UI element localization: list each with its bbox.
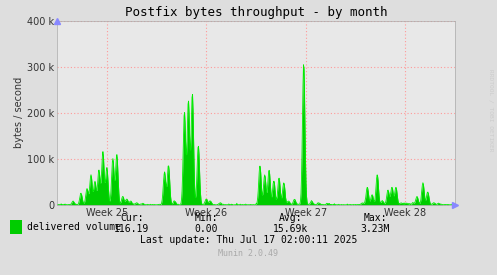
Text: Avg:: Avg: — [279, 213, 303, 223]
Text: Last update: Thu Jul 17 02:00:11 2025: Last update: Thu Jul 17 02:00:11 2025 — [140, 235, 357, 245]
Title: Postfix bytes throughput - by month: Postfix bytes throughput - by month — [125, 6, 387, 20]
Text: delivered volume: delivered volume — [27, 222, 121, 232]
Text: 15.69k: 15.69k — [273, 224, 308, 234]
Y-axis label: bytes / second: bytes / second — [14, 77, 24, 148]
Text: Max:: Max: — [363, 213, 387, 223]
Text: 3.23M: 3.23M — [360, 224, 390, 234]
Text: RRDTOOL / TOBI OETIKER: RRDTOOL / TOBI OETIKER — [489, 69, 494, 151]
Text: 0.00: 0.00 — [194, 224, 218, 234]
Text: 116.19: 116.19 — [114, 224, 149, 234]
Text: Cur:: Cur: — [120, 213, 144, 223]
Text: Min:: Min: — [194, 213, 218, 223]
Text: Munin 2.0.49: Munin 2.0.49 — [219, 249, 278, 258]
